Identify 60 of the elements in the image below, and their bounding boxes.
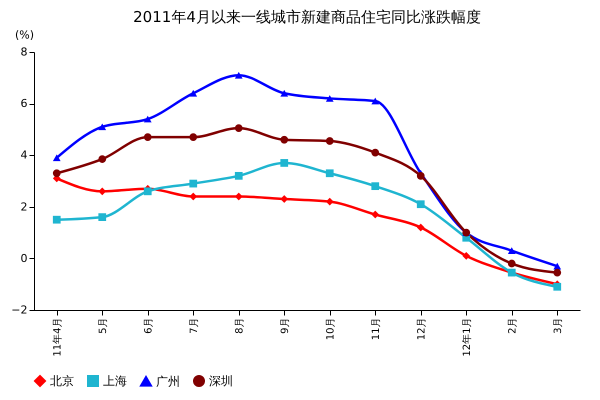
point — [280, 136, 288, 144]
point — [189, 133, 198, 142]
y-tick-label: 0 — [20, 252, 28, 265]
point — [52, 216, 61, 224]
x-tick-label: 3月 — [552, 318, 564, 334]
x-tick-label: 10月 — [325, 318, 336, 340]
x-tick-label: 8月 — [234, 318, 246, 334]
y-tick-label: 8 — [20, 46, 28, 58]
point — [144, 116, 152, 122]
x-tick-label: 11月 — [370, 318, 382, 340]
y-tick-label: 6 — [20, 97, 28, 110]
point — [280, 195, 288, 203]
point — [553, 268, 562, 276]
point — [553, 262, 562, 270]
x-tick-label: 6月 — [143, 318, 154, 334]
legend-label: 广州 — [156, 374, 180, 388]
point — [371, 148, 380, 156]
point — [416, 172, 425, 180]
point — [234, 124, 243, 132]
point — [280, 159, 288, 167]
x-tick-label: 12月 — [416, 318, 428, 340]
point — [98, 155, 106, 163]
point — [234, 172, 243, 180]
point — [326, 137, 334, 145]
point — [508, 260, 516, 268]
legend-label: 深圳 — [209, 374, 233, 388]
point — [189, 180, 198, 188]
point — [98, 213, 106, 221]
point — [144, 187, 152, 196]
x-tick-label: 9月 — [280, 318, 291, 334]
legend-label: 上海 — [103, 374, 127, 388]
point — [553, 282, 562, 291]
x-tick-label: 5月 — [98, 318, 109, 334]
chart-title: 2011年4月以来一线城市新建商品住宅同比涨跌幅度 — [133, 8, 481, 26]
point — [189, 90, 198, 97]
point — [416, 200, 425, 208]
point — [234, 72, 243, 79]
x-tick-label: 11年4月 — [51, 318, 64, 357]
point — [508, 247, 516, 254]
y-axis-title: (%) — [14, 28, 34, 42]
point — [52, 169, 61, 178]
point — [462, 252, 470, 260]
point — [98, 123, 106, 130]
x-tick-label: 2月 — [507, 318, 518, 334]
point — [144, 133, 152, 142]
x-tick-label: 12年1月 — [460, 318, 473, 357]
point — [280, 90, 288, 97]
legend-label: 北京 — [50, 374, 74, 388]
point — [326, 169, 334, 178]
y-tick-label: −2 — [11, 304, 28, 316]
point — [371, 210, 380, 218]
y-tick-label: 4 — [20, 148, 28, 162]
point — [326, 198, 334, 206]
y-tick-label: 2 — [20, 200, 28, 214]
point — [52, 154, 61, 162]
point — [371, 182, 380, 190]
point — [416, 224, 425, 232]
x-tick-label: 7月 — [188, 318, 200, 334]
point — [326, 95, 334, 102]
point — [371, 98, 380, 104]
